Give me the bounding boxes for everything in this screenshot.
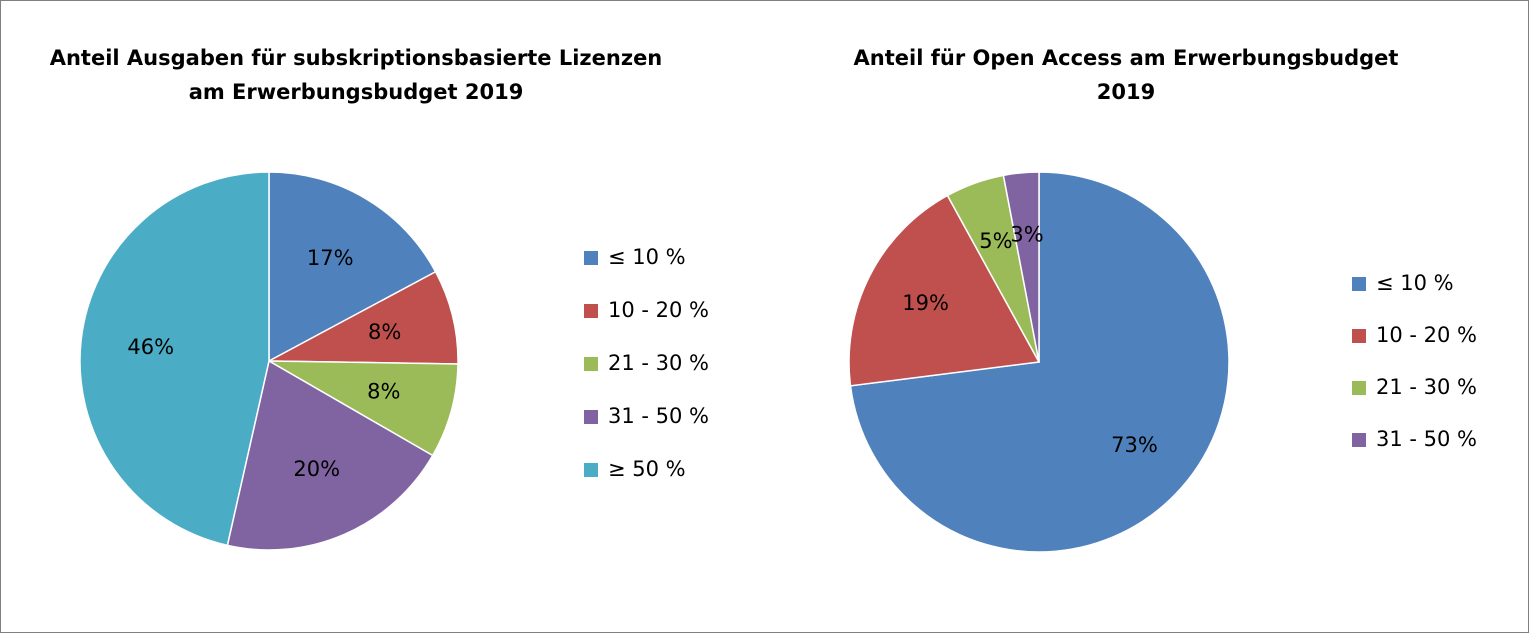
legend-swatch: [584, 251, 598, 265]
pie-slice: [1002, 171, 1040, 363]
legend-entry: ≤ 10 %: [608, 245, 686, 269]
slice-data-label: 46%: [127, 335, 174, 359]
slice-data-label: 3%: [1010, 222, 1043, 246]
legend: ≤ 10 % 10 - 20 % 21 - 30 % 31 - 50 %: [1352, 271, 1477, 451]
legend-entry: 31 - 50 %: [608, 404, 709, 428]
slice-data-label: 8%: [367, 380, 400, 404]
slice-data-label: 17%: [307, 246, 354, 270]
legend-entry: ≤ 10 %: [1376, 271, 1454, 295]
legend-entry: 10 - 20 %: [1376, 323, 1477, 347]
slice-data-label: 73%: [1111, 433, 1158, 457]
pie-chart-2: Anteil für Open Access am Erwerbungsbudg…: [848, 46, 1477, 553]
pie-slice: [266, 360, 459, 457]
pie-slice: [266, 270, 459, 365]
legend-entry: 21 - 30 %: [608, 351, 709, 375]
pie-slice: [226, 359, 434, 551]
chart-title-line: Anteil für Open Access am Erwerbungsbudg…: [854, 46, 1399, 70]
legend-swatch: [584, 463, 598, 477]
pie-slice: [848, 194, 1041, 387]
legend-swatch: [1352, 381, 1366, 395]
legend: ≤ 10 % 10 - 20 % 21 - 30 % 31 - 50 % ≥ 50 %: [584, 245, 709, 481]
legend-entry: ≥ 50 %: [608, 457, 686, 481]
pie-slice: [268, 171, 437, 363]
legend-swatch: [1352, 277, 1366, 291]
chart-title-line: am Erwerbungsbudget 2019: [189, 80, 524, 104]
slice-data-label: 20%: [293, 457, 340, 481]
slice-data-label: 8%: [368, 320, 401, 344]
legend-swatch: [1352, 329, 1366, 343]
chart-title-line: Anteil Ausgaben für subskriptionsbasiert…: [50, 46, 663, 70]
slice-data-label: 5%: [979, 229, 1012, 253]
chart-title-line: 2019: [1097, 80, 1155, 104]
legend-swatch: [584, 357, 598, 371]
legend-swatch: [584, 410, 598, 424]
legend-swatch: [1352, 433, 1366, 447]
slice-data-label: 19%: [902, 291, 949, 315]
legend-entry: 21 - 30 %: [1376, 375, 1477, 399]
legend-entry: 31 - 50 %: [1376, 427, 1477, 451]
pie-slice: [79, 171, 270, 547]
pie-chart-1: Anteil Ausgaben für subskriptionsbasiert…: [50, 46, 709, 551]
legend-entry: 10 - 20 %: [608, 298, 709, 322]
legend-swatch: [584, 304, 598, 318]
